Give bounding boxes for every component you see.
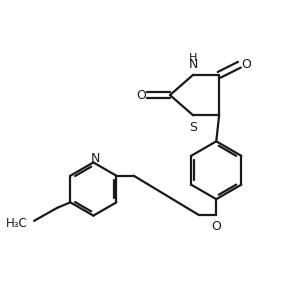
Text: O: O — [241, 58, 251, 71]
Text: N: N — [188, 58, 198, 71]
Text: O: O — [211, 220, 221, 233]
Text: S: S — [189, 121, 197, 134]
Text: H₃C: H₃C — [6, 217, 28, 230]
Text: O: O — [136, 88, 146, 102]
Text: N: N — [91, 152, 100, 166]
Text: H: H — [189, 53, 197, 63]
